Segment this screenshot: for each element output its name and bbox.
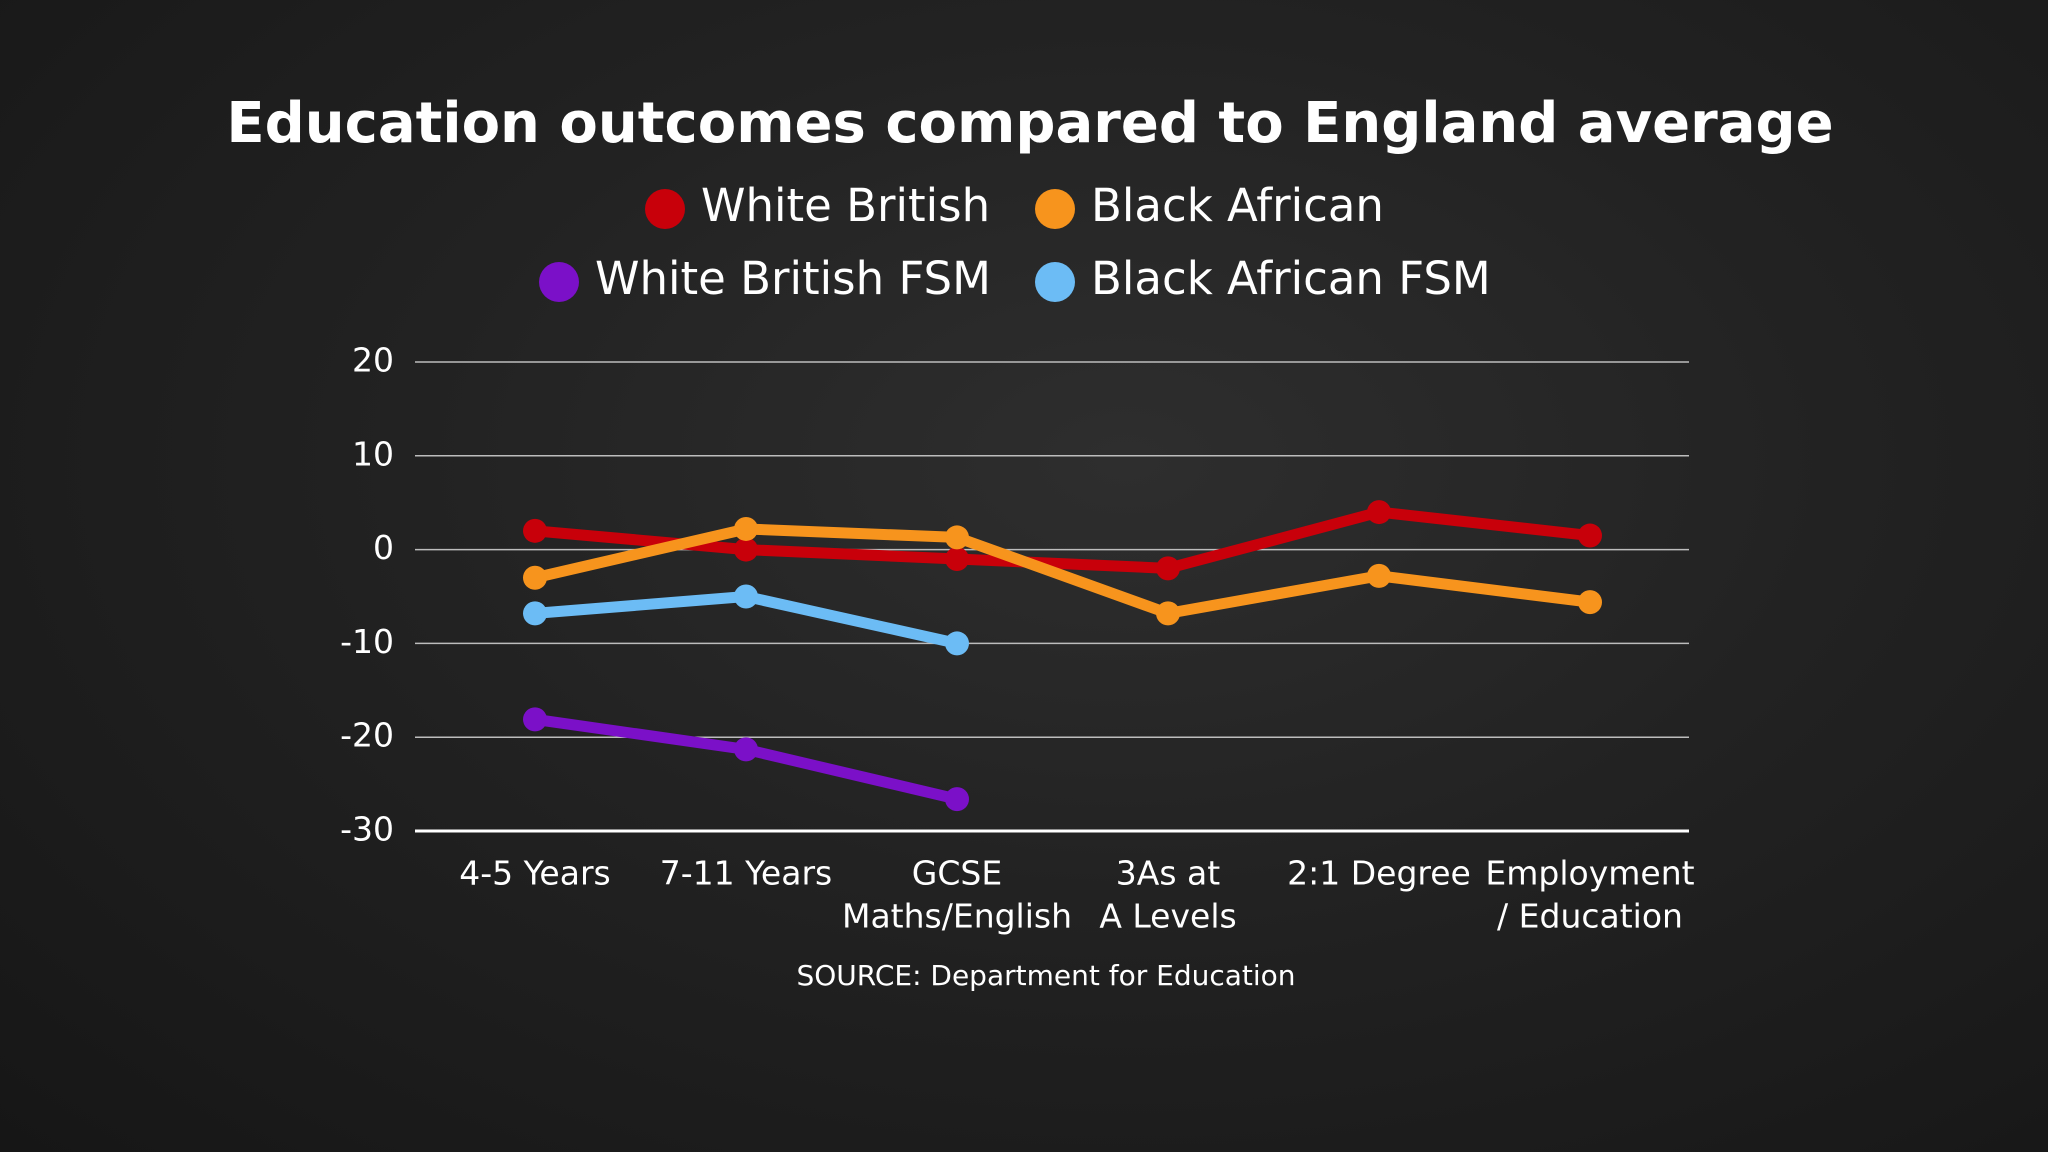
data-point: [734, 537, 758, 562]
series-line: [529, 523, 1596, 619]
x-tick-label: Maths/English: [842, 897, 1072, 936]
y-tick-label: -20: [340, 716, 394, 755]
chart-title: Education outcomes compared to England a…: [226, 91, 1833, 156]
y-tick-label: 10: [352, 434, 394, 473]
data-point: [734, 516, 758, 541]
y-tick-label: 0: [373, 528, 394, 567]
x-tick-label: 4-5 Years: [459, 854, 610, 893]
legend-marker: [1035, 189, 1075, 229]
legend-marker: [539, 262, 579, 302]
data-point: [523, 518, 547, 543]
data-point: [523, 601, 547, 626]
source-note: SOURCE: Department for Education: [796, 959, 1295, 992]
data-point: [734, 737, 758, 762]
data-point: [1156, 601, 1180, 626]
x-tick-label: 3As at: [1116, 854, 1220, 893]
data-point: [945, 631, 969, 656]
y-tick-label: -10: [340, 622, 394, 661]
y-tick-label: 20: [352, 341, 394, 380]
data-point: [1156, 556, 1180, 581]
data-point: [945, 787, 969, 812]
legend-label: Black African: [1091, 179, 1384, 232]
data-point: [945, 546, 969, 571]
x-tick-label: A Levels: [1099, 897, 1236, 936]
x-tick-label: / Education: [1497, 897, 1683, 936]
y-tick-label: -30: [340, 810, 394, 849]
legend-marker: [645, 189, 685, 229]
legend-marker: [1035, 262, 1075, 302]
data-point: [523, 707, 547, 732]
x-tick-label: 2:1 Degree: [1287, 854, 1471, 893]
data-point: [1367, 563, 1391, 588]
series-line: [529, 506, 1596, 574]
legend-label: White British: [701, 179, 990, 232]
data-point: [523, 565, 547, 590]
data-point: [1367, 500, 1391, 525]
legend-label: Black African FSM: [1091, 252, 1491, 305]
data-point: [1578, 590, 1602, 615]
data-point: [945, 525, 969, 550]
x-tick-label: Employment: [1485, 854, 1694, 893]
legend-label: White British FSM: [595, 252, 991, 305]
data-point: [734, 584, 758, 609]
x-tick-label: GCSE: [912, 854, 1002, 893]
data-point: [1578, 523, 1602, 548]
x-tick-label: 7-11 Years: [660, 854, 832, 893]
